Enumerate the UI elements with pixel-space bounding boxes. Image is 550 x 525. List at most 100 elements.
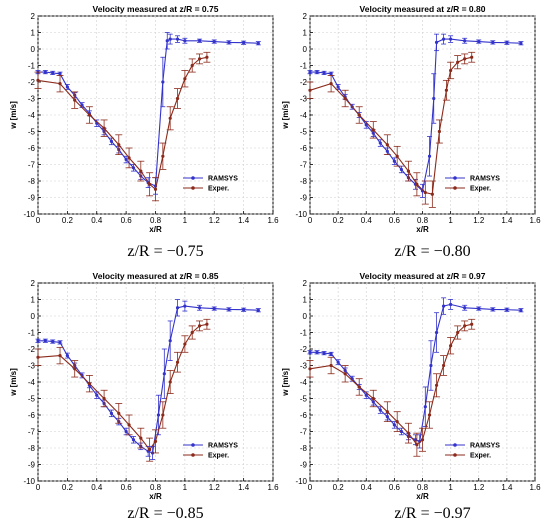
chart-panel-2: 0 0.2 0.4 0.6 0.8 1 1.2 1.4 1.6-10-9-8-7-6-5-4-3… — [281, 4, 541, 260]
y-tick-label: -2 — [28, 345, 36, 354]
x-tick-label: 0.2 — [62, 483, 74, 492]
legend-label: Exper. — [470, 453, 491, 460]
data-point — [378, 141, 382, 145]
data-point — [329, 363, 333, 368]
y-tick-label: -10 — [23, 210, 35, 219]
x-tick-label: 0 — [36, 216, 41, 225]
data-point — [385, 143, 389, 147]
y-tick-label: 2 — [31, 12, 36, 21]
y-tick-label: -3 — [28, 95, 36, 104]
data-point — [65, 354, 69, 358]
data-point — [256, 308, 260, 312]
data-point — [308, 350, 312, 354]
y-tick-label: -6 — [28, 144, 36, 153]
data-point — [519, 308, 523, 312]
y-tick-label: 0 — [31, 45, 36, 54]
x-tick-label: 1.2 — [209, 216, 221, 225]
data-point — [477, 306, 481, 311]
data-point — [43, 339, 47, 343]
y-tick-label: -4 — [300, 378, 308, 387]
y-tick-label: -10 — [295, 477, 307, 486]
data-point — [505, 41, 509, 45]
x-tick-label: 1.2 — [473, 483, 485, 492]
data-point — [399, 167, 404, 172]
x-tick-label: 1 — [183, 216, 188, 225]
data-point — [109, 139, 114, 143]
data-point — [434, 383, 439, 387]
panel-caption: z/R = −0.85 — [127, 505, 203, 522]
x-tick-label: 1.4 — [501, 483, 513, 492]
data-point — [109, 411, 114, 415]
x-tick-label: 0.6 — [121, 216, 133, 225]
y-tick-label: -1 — [300, 62, 308, 71]
data-point — [434, 40, 439, 45]
y-axis-label: w [m/s] — [281, 368, 290, 397]
y-axis-label: w [m/s] — [281, 101, 290, 130]
y-tick-label: 0 — [303, 45, 308, 54]
y-tick-label: -6 — [300, 411, 308, 420]
data-point — [161, 154, 165, 158]
data-point — [308, 88, 312, 92]
data-point — [102, 126, 106, 130]
data-point — [308, 70, 312, 74]
data-point — [357, 113, 361, 117]
data-point — [131, 438, 136, 442]
legend-label: RAMSYS — [208, 443, 238, 450]
data-point — [427, 413, 432, 417]
y-tick-label: -7 — [28, 161, 36, 170]
data-point — [148, 182, 152, 186]
series-ramsys — [307, 297, 524, 449]
y-tick-label: -6 — [28, 411, 36, 420]
data-point — [183, 39, 187, 43]
y-tick-label: 1 — [31, 296, 36, 305]
data-point — [153, 439, 158, 443]
y-tick-label: -5 — [28, 395, 36, 404]
x-tick-label: 1.4 — [501, 216, 513, 225]
x-tick-label: 1.6 — [529, 216, 541, 225]
data-point — [73, 367, 77, 371]
data-point — [65, 85, 69, 89]
data-point — [430, 192, 434, 196]
series-exper — [306, 318, 476, 457]
data-point — [175, 37, 180, 41]
legend-label: Exper. — [208, 186, 229, 193]
y-tick-label: -7 — [300, 161, 308, 170]
data-point — [336, 360, 340, 364]
data-point — [73, 98, 77, 102]
data-point — [58, 340, 62, 344]
data-point — [227, 40, 231, 45]
y-tick-label: -5 — [300, 395, 308, 404]
data-point — [432, 96, 436, 101]
x-tick-label: 0 — [308, 483, 313, 492]
data-point — [175, 306, 180, 310]
y-tick-label: 1 — [303, 296, 308, 305]
data-point — [519, 41, 523, 45]
data-point — [87, 382, 92, 386]
data-point — [80, 373, 84, 377]
data-point — [477, 39, 481, 44]
chart-title: Velocity measured at z/R = 0.97 — [360, 271, 486, 281]
y-tick-label: 2 — [31, 279, 36, 288]
data-point — [205, 322, 209, 326]
x-tick-label: 0.4 — [361, 216, 373, 225]
data-point — [463, 324, 467, 328]
data-point — [165, 39, 169, 43]
y-tick-label: -10 — [295, 210, 307, 219]
data-point — [315, 350, 319, 354]
y-tick-label: -2 — [300, 345, 308, 354]
y-tick-label: -1 — [28, 62, 36, 71]
x-tick-label: 1.4 — [238, 216, 250, 225]
data-point — [124, 429, 128, 434]
x-axis-label: x/R — [149, 492, 162, 501]
data-point — [491, 307, 495, 311]
y-tick-label: -1 — [28, 329, 36, 338]
legend-label: RAMSYS — [470, 443, 500, 450]
data-point — [413, 438, 418, 442]
x-tick-label: 1 — [183, 483, 188, 492]
legend-marker — [453, 176, 457, 180]
data-point — [242, 308, 246, 312]
x-tick-label: 0 — [308, 216, 313, 225]
legend: RAMSYS Exper. — [183, 443, 238, 460]
data-point — [117, 411, 121, 415]
legend-marker — [191, 443, 195, 447]
